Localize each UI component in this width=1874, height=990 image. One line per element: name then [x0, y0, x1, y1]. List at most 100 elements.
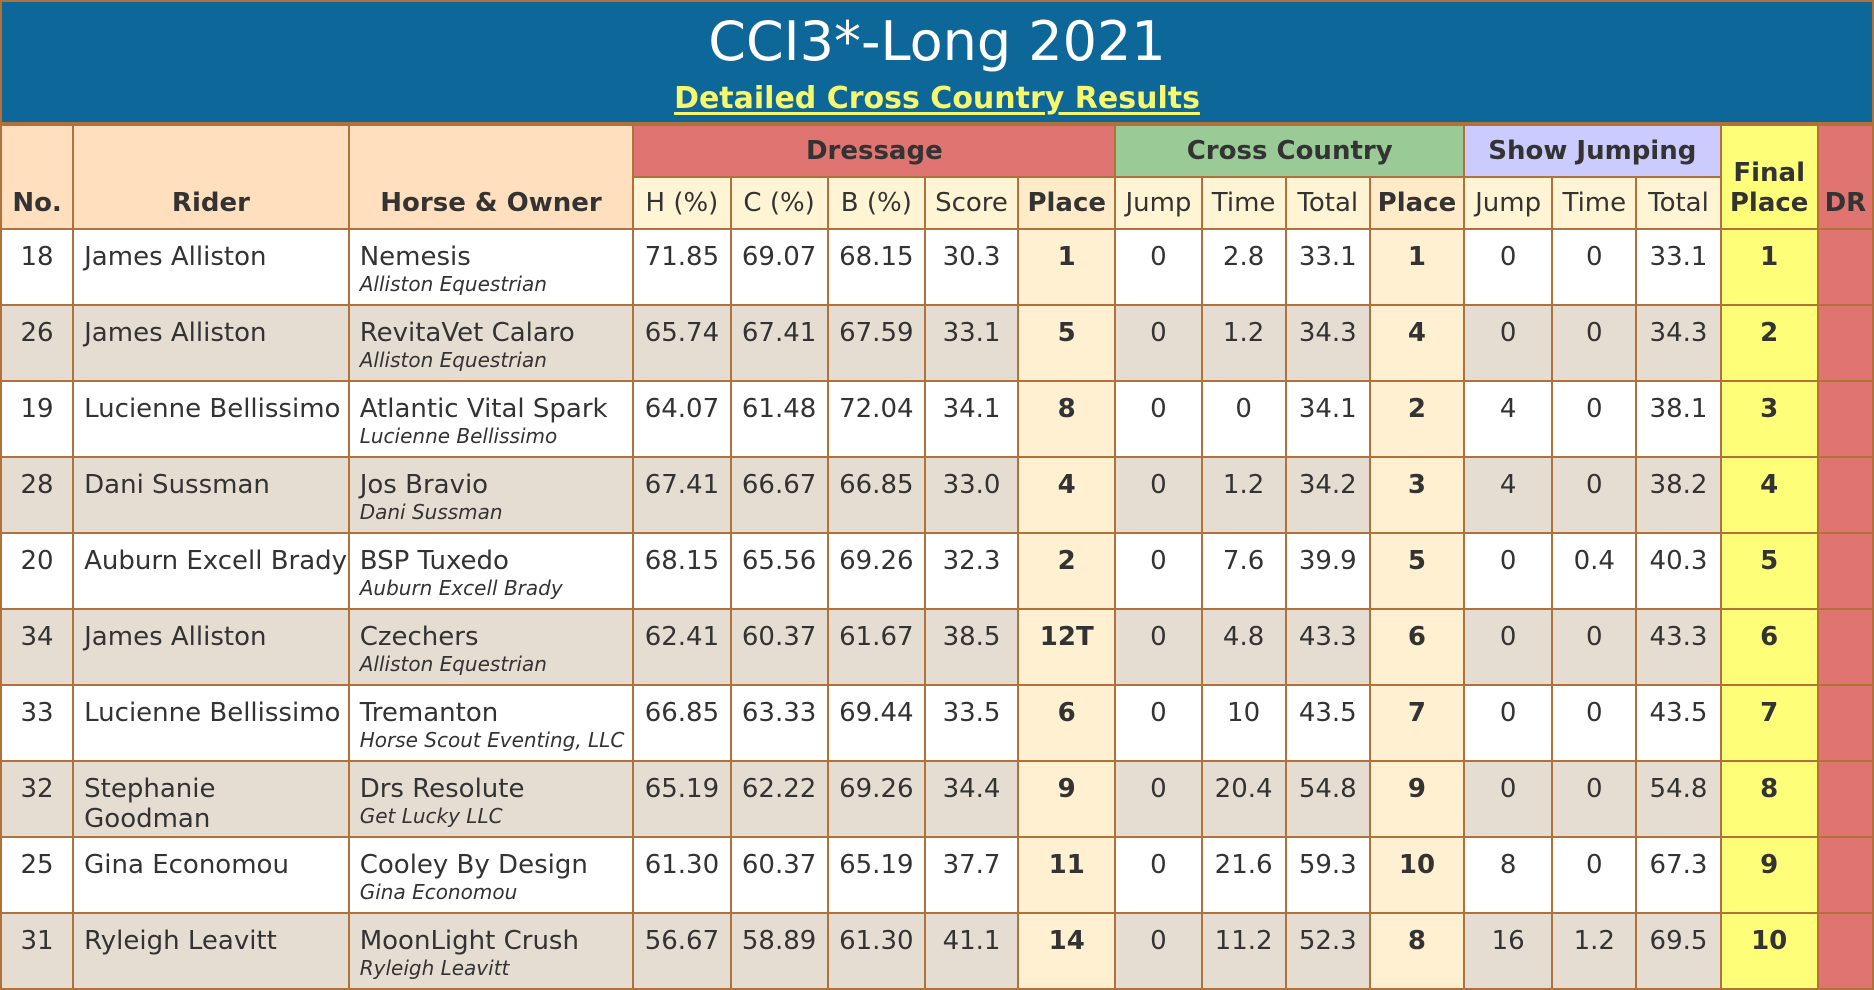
xc-place: 6	[1368, 608, 1466, 686]
final-place-header: Final Place	[1719, 124, 1819, 230]
horse-name: Jos Bravio	[359, 470, 489, 500]
horse-owner: RevitaVet Calaro Alliston Equestrian	[347, 304, 635, 382]
horse-name: MoonLight Crush	[359, 926, 579, 956]
sj-total: 67.3	[1635, 836, 1722, 914]
xc-place: 9	[1368, 760, 1466, 838]
dressage-b: 65.19	[826, 836, 926, 914]
dressage-c: 65.56	[729, 532, 829, 610]
table-row: 18 James Alliston Nemesis Alliston Equestri…	[0, 228, 1874, 306]
page-banner: CCI3*-Long 2021 Detailed Cross Country R…	[0, 0, 1874, 124]
final-place: 3	[1719, 380, 1819, 458]
dressage-b: 69.26	[826, 532, 926, 610]
dressage-place: 2	[1017, 532, 1117, 610]
rider-name: Ryleigh Leavitt	[72, 912, 350, 990]
rider-name: Lucienne Bellissimo	[72, 380, 350, 458]
subtitle-link[interactable]: Detailed Cross Country Results	[674, 81, 1200, 116]
horse-name: Cooley By Design	[359, 850, 588, 880]
xc-total-header: Total	[1284, 176, 1371, 230]
table-row: 32 Stephanie Goodman Drs Resolute Get Lucky…	[0, 760, 1874, 838]
dressage-score: 33.1	[923, 304, 1020, 382]
xc-total: 52.3	[1284, 912, 1371, 990]
dr-cell	[1816, 532, 1874, 610]
dressage-b: 67.59	[826, 304, 926, 382]
sj-jump: 0	[1463, 760, 1554, 838]
xc-total: 39.9	[1284, 532, 1371, 610]
cross-country-group-header: Cross Country	[1114, 124, 1466, 178]
owner-name: Alliston Equestrian	[359, 652, 547, 676]
horse-owner: Czechers Alliston Equestrian	[347, 608, 635, 686]
xc-time-header: Time	[1200, 176, 1287, 230]
dressage-score: 34.1	[923, 380, 1020, 458]
sj-time: 0.4	[1551, 532, 1638, 610]
table-row: 28 Dani Sussman Jos Bravio Dani Sussman 67.4…	[0, 456, 1874, 534]
xc-time: 21.6	[1200, 836, 1287, 914]
xc-jump: 0	[1114, 380, 1203, 458]
horse-name: Nemesis	[359, 242, 471, 272]
dressage-h: 56.67	[632, 912, 732, 990]
horse-owner: Atlantic Vital Spark Lucienne Bellissimo	[347, 380, 635, 458]
dr-cell	[1816, 380, 1874, 458]
sj-total: 34.3	[1635, 304, 1722, 382]
sj-time: 0	[1551, 228, 1638, 306]
final-place-header-line2: Place	[1729, 188, 1809, 218]
xc-total: 34.3	[1284, 304, 1371, 382]
rider-number: 25	[0, 836, 75, 914]
table-row: 19 Lucienne Bellissimo Atlantic Vital Spar…	[0, 380, 1874, 458]
dressage-score: 33.0	[923, 456, 1020, 534]
xc-jump: 0	[1114, 456, 1203, 534]
sj-jump-header: Jump	[1463, 176, 1554, 230]
final-place: 7	[1719, 684, 1819, 762]
final-place: 6	[1719, 608, 1819, 686]
final-place: 9	[1719, 836, 1819, 914]
sj-time: 0	[1551, 608, 1638, 686]
dr-cell	[1816, 684, 1874, 762]
xc-total: 34.1	[1284, 380, 1371, 458]
sj-total: 38.2	[1635, 456, 1722, 534]
xc-jump: 0	[1114, 228, 1203, 306]
rider-name: Auburn Excell Brady	[72, 532, 350, 610]
horse-name: Czechers	[359, 622, 479, 652]
xc-time: 7.6	[1200, 532, 1287, 610]
xc-place-header: Place	[1368, 176, 1466, 230]
sj-total: 38.1	[1635, 380, 1722, 458]
xc-place: 4	[1368, 304, 1466, 382]
sj-time: 1.2	[1551, 912, 1638, 990]
sj-total: 33.1	[1635, 228, 1722, 306]
xc-time: 1.2	[1200, 304, 1287, 382]
xc-total: 43.3	[1284, 608, 1371, 686]
dressage-place: 9	[1017, 760, 1117, 838]
rider-name: Lucienne Bellissimo	[72, 684, 350, 762]
dressage-place: 6	[1017, 684, 1117, 762]
rider-number: 20	[0, 532, 75, 610]
rider-name: James Alliston	[72, 304, 350, 382]
dressage-c: 62.22	[729, 760, 829, 838]
dressage-c: 69.07	[729, 228, 829, 306]
dressage-c: 63.33	[729, 684, 829, 762]
sj-total-header: Total	[1635, 176, 1722, 230]
dressage-c: 60.37	[729, 836, 829, 914]
owner-name: Auburn Excell Brady	[359, 576, 563, 600]
dressage-b: 72.04	[826, 380, 926, 458]
sj-total: 43.3	[1635, 608, 1722, 686]
horse-name: RevitaVet Calaro	[359, 318, 575, 348]
owner-name: Alliston Equestrian	[359, 348, 547, 372]
dressage-c-header: C (%)	[729, 176, 829, 230]
sj-time: 0	[1551, 684, 1638, 762]
xc-time: 4.8	[1200, 608, 1287, 686]
sj-total: 43.5	[1635, 684, 1722, 762]
rider-number: 32	[0, 760, 75, 838]
sj-jump: 0	[1463, 684, 1554, 762]
xc-jump: 0	[1114, 304, 1203, 382]
dressage-b: 61.30	[826, 912, 926, 990]
dressage-h: 62.41	[632, 608, 732, 686]
rider-number: 28	[0, 456, 75, 534]
sj-time: 0	[1551, 836, 1638, 914]
table-row: 34 James Alliston Czechers Alliston Equestr…	[0, 608, 1874, 686]
dr-cell	[1816, 836, 1874, 914]
xc-place: 7	[1368, 684, 1466, 762]
horse-owner: Nemesis Alliston Equestrian	[347, 228, 635, 306]
dressage-place: 11	[1017, 836, 1117, 914]
xc-time: 10	[1200, 684, 1287, 762]
owner-name: Ryleigh Leavitt	[359, 956, 510, 980]
